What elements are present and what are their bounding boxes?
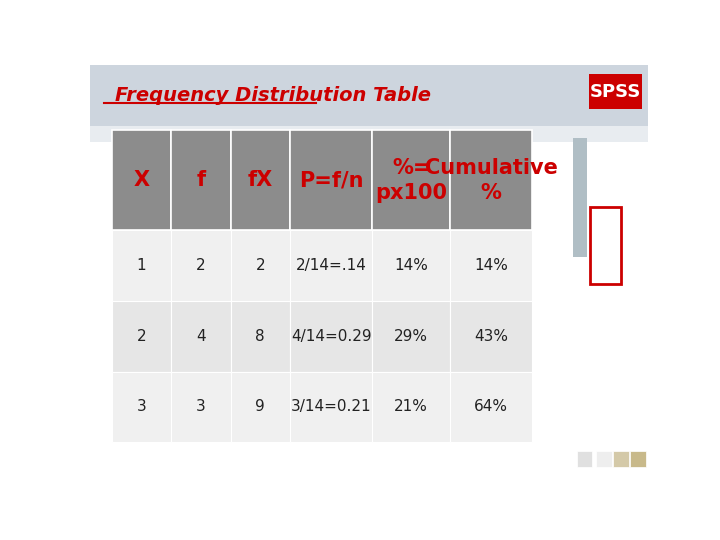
Bar	[613, 451, 629, 467]
Bar	[372, 130, 450, 231]
Text: 2: 2	[137, 329, 146, 344]
Bar	[590, 207, 621, 284]
Text: fX: fX	[248, 170, 273, 190]
Bar	[112, 301, 171, 372]
Bar	[290, 231, 372, 301]
Text: 21%: 21%	[395, 399, 428, 414]
Bar	[372, 372, 450, 442]
Text: %=
px100: %= px100	[375, 158, 447, 202]
Text: 3/14=0.21: 3/14=0.21	[291, 399, 372, 414]
Bar	[290, 372, 372, 442]
Text: 43%: 43%	[474, 329, 508, 344]
Bar	[230, 231, 290, 301]
Bar	[90, 126, 648, 481]
Bar	[112, 372, 171, 442]
Bar	[171, 130, 230, 231]
Bar	[372, 301, 450, 372]
Bar	[171, 372, 230, 442]
Bar	[290, 301, 372, 372]
Text: 4: 4	[196, 329, 206, 344]
Bar	[450, 372, 532, 442]
Text: 3: 3	[196, 399, 206, 414]
Bar	[450, 231, 532, 301]
Bar	[112, 231, 171, 301]
Bar	[230, 301, 290, 372]
Bar	[230, 372, 290, 442]
Text: Cumulative
%: Cumulative %	[425, 158, 558, 202]
Text: f: f	[197, 170, 205, 190]
Text: 2/14=.14: 2/14=.14	[296, 258, 366, 273]
Bar	[171, 301, 230, 372]
Text: 3: 3	[137, 399, 146, 414]
Bar	[450, 301, 532, 372]
Bar	[450, 130, 532, 231]
Bar	[372, 231, 450, 301]
Bar	[112, 130, 171, 231]
Text: 14%: 14%	[474, 258, 508, 273]
Text: Frequency Distribution Table: Frequency Distribution Table	[114, 86, 431, 105]
Text: 14%: 14%	[395, 258, 428, 273]
Text: SPSS: SPSS	[590, 83, 641, 101]
Bar	[589, 74, 642, 110]
Bar	[90, 65, 648, 126]
Text: P=f/n: P=f/n	[299, 170, 364, 190]
Bar	[596, 451, 611, 467]
Bar	[630, 451, 646, 467]
Bar	[171, 231, 230, 301]
Text: 64%: 64%	[474, 399, 508, 414]
Bar	[230, 130, 290, 231]
Text: 9: 9	[256, 399, 265, 414]
Bar	[577, 451, 593, 467]
Text: 1: 1	[137, 258, 146, 273]
Bar	[573, 138, 587, 257]
Text: 8: 8	[256, 329, 265, 344]
Bar	[290, 130, 372, 231]
Text: 2: 2	[196, 258, 206, 273]
Text: 29%: 29%	[394, 329, 428, 344]
Bar	[90, 126, 648, 142]
Text: 2: 2	[256, 258, 265, 273]
Text: 4/14=0.29: 4/14=0.29	[291, 329, 372, 344]
Text: X: X	[133, 170, 150, 190]
